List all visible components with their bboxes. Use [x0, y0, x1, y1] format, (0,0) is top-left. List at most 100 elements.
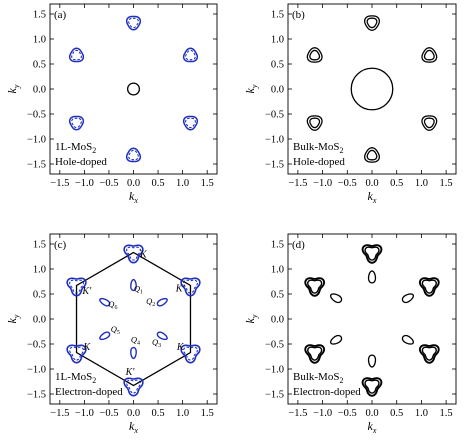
- k-pocket-inner: [183, 279, 198, 294]
- y-tick-label: 1.0: [33, 265, 46, 276]
- k-pocket-inner: [128, 17, 139, 29]
- k-pocket-outer: [421, 47, 438, 63]
- k-pocket-outer: [361, 244, 383, 264]
- k-pocket-outer: [66, 344, 87, 364]
- q-pocket: [99, 297, 111, 307]
- q-point-label: Q3: [152, 337, 161, 349]
- k-pocket-inner: [366, 149, 378, 161]
- x-axis-label-sub: x: [372, 196, 377, 205]
- panel-title-line2: Hole-doped: [55, 156, 107, 168]
- x-tick-label: 1.5: [201, 408, 214, 419]
- k-pocket-inner: [183, 346, 198, 361]
- panel-title-line1: 1L-MoS2: [55, 371, 96, 385]
- q-point-label: Q4: [131, 335, 140, 347]
- k-pocket-outer: [68, 47, 85, 63]
- k-pocket-outer: [123, 244, 144, 264]
- y-axis-label: ky: [243, 84, 259, 93]
- k-pocket-inner: [307, 279, 323, 294]
- k-pocket-outer: [421, 115, 438, 131]
- gamma-pocket: [126, 82, 141, 96]
- q-pocket: [367, 270, 377, 284]
- x-tick-label: −0.5: [99, 408, 118, 419]
- k-point-label: K: [139, 250, 148, 261]
- q-pocket: [156, 297, 168, 307]
- k-pocket-outer: [125, 147, 142, 163]
- panel-label: (d): [292, 239, 305, 251]
- k-pocket-inner: [366, 17, 378, 29]
- x-tick-label: 1.5: [440, 408, 453, 419]
- k-pocket-outer: [304, 277, 326, 297]
- q-pocket: [329, 293, 343, 304]
- q-pocket: [401, 334, 415, 345]
- y-axis-label-sub: y: [12, 314, 21, 319]
- k-pocket-inner: [423, 117, 435, 129]
- x-tick-label: 1.0: [176, 408, 189, 419]
- y-tick-label: 0.5: [271, 290, 284, 301]
- y-tick-label: 0.0: [33, 315, 46, 326]
- k-pocket-outer: [125, 15, 142, 31]
- y-tick-label: 1.5: [33, 10, 46, 21]
- k-pocket-inner: [126, 379, 141, 394]
- q-point-label-sub: 4: [137, 341, 140, 347]
- x-axis-label-sub: x: [372, 426, 377, 435]
- x-tick-label: −1.5: [288, 178, 307, 189]
- q-pocket: [156, 331, 168, 341]
- panel-title-sub: 2: [92, 146, 96, 155]
- x-tick-label: −1.0: [313, 408, 332, 419]
- y-tick-label: 0.5: [271, 60, 284, 71]
- brillouin-zone-hexagon: [75, 251, 192, 387]
- q-pocket: [401, 293, 415, 304]
- x-tick-label: −0.5: [338, 178, 357, 189]
- k-point-label: K: [176, 342, 185, 353]
- panel-label: (b): [292, 9, 305, 21]
- k-pocket-inner: [421, 346, 437, 361]
- x-tick-label: 1.0: [415, 408, 428, 419]
- x-tick-label: 0.5: [390, 178, 403, 189]
- q-pocket: [329, 334, 343, 345]
- k-point-label: K': [81, 286, 92, 297]
- k-pocket-outer: [182, 47, 199, 63]
- q-pocket: [130, 278, 137, 292]
- panel-a: −1.5 −1.5 −1.0 −1.0 −0.5 −0.5 0.0 0.0 0.5 0.5 1.0 1…: [5, 3, 218, 205]
- k-pocket-inner: [126, 246, 141, 261]
- x-tick-label: −0.5: [99, 178, 118, 189]
- k-pocket-inner: [128, 149, 139, 161]
- y-axis-label-sub: y: [250, 314, 259, 319]
- gamma-pocket: [350, 67, 394, 111]
- k-pocket-outer: [182, 115, 199, 131]
- k-point-label: K': [175, 284, 186, 295]
- k-pocket-inner: [71, 117, 82, 129]
- k-pocket-outer: [66, 277, 87, 297]
- k-pocket-inner: [309, 49, 321, 61]
- x-tick-label: 0.0: [365, 408, 378, 419]
- panel-title-line2: Electron-doped: [55, 386, 123, 398]
- k-pocket-outer: [306, 115, 323, 131]
- k-pocket-inner: [69, 279, 84, 294]
- panel-d: −1.5 −1.5 −1.0 −1.0 −0.5 −0.5 0.0 0.0 0.5 0.5 1.0 1…: [243, 233, 457, 435]
- y-tick-label: −0.5: [27, 340, 46, 351]
- k-pocket-outer: [418, 344, 440, 364]
- y-axis-label-sub: y: [250, 84, 259, 89]
- q-point-label-sub: 1: [140, 290, 143, 296]
- y-tick-label: −1.5: [27, 160, 46, 171]
- y-tick-label: 1.5: [33, 240, 46, 251]
- k-pocket-outer: [180, 344, 201, 364]
- y-tick-label: 0.5: [33, 290, 46, 301]
- plot-area: [304, 244, 440, 397]
- x-tick-label: 0.5: [390, 408, 403, 419]
- x-tick-label: 0.0: [127, 178, 140, 189]
- x-axis-label: kx: [129, 189, 138, 205]
- panel-title-line1: Bulk-MoS2: [293, 141, 343, 155]
- y-tick-label: 1.5: [271, 240, 284, 251]
- q-point-label: Q5: [111, 324, 120, 336]
- y-tick-label: −1.0: [27, 365, 46, 376]
- q-pocket: [367, 354, 377, 368]
- q-point-label: Q2: [146, 296, 155, 308]
- y-tick-label: 1.0: [33, 35, 46, 46]
- panel-title-sub: 2: [339, 146, 343, 155]
- k-pocket-inner: [364, 379, 380, 394]
- x-tick-label: −1.5: [50, 408, 69, 419]
- q-point-label-sub: 6: [114, 305, 117, 311]
- x-axis-label: kx: [368, 189, 377, 205]
- k-point-label: K: [83, 342, 92, 353]
